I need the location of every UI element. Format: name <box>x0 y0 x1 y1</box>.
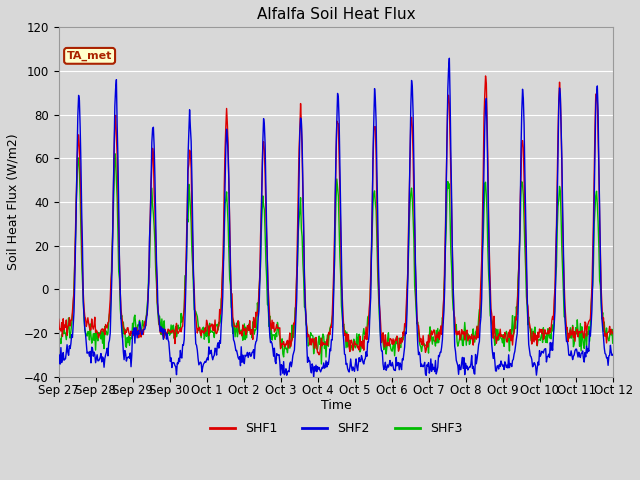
Text: TA_met: TA_met <box>67 51 112 61</box>
X-axis label: Time: Time <box>321 398 351 412</box>
Y-axis label: Soil Heat Flux (W/m2): Soil Heat Flux (W/m2) <box>7 133 20 270</box>
Legend: SHF1, SHF2, SHF3: SHF1, SHF2, SHF3 <box>205 417 467 440</box>
Title: Alfalfa Soil Heat Flux: Alfalfa Soil Heat Flux <box>257 7 415 22</box>
